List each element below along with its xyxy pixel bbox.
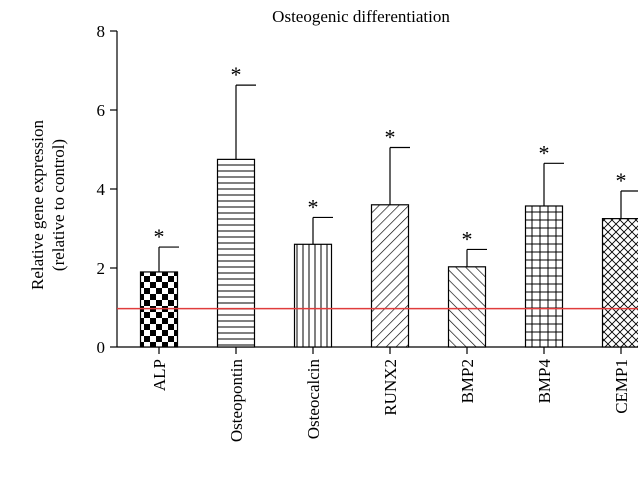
y-tick-label: 2	[97, 259, 106, 278]
significance-marker: *	[154, 224, 165, 249]
bar-osteocalcin	[293, 243, 333, 348]
significance-marker: *	[539, 140, 550, 165]
x-tick-label-alp: ALP	[150, 359, 169, 391]
x-tick-label-osteocalcin: Osteocalcin	[304, 359, 323, 440]
y-tick-label: 6	[97, 101, 106, 120]
bar-runx2	[370, 204, 410, 348]
chart-title: Osteogenic differentiation	[272, 7, 450, 26]
bar-cemp1	[601, 218, 638, 348]
plot-area: 0 2 4 6 8 * ALP * Osteopontin * Osteocalcin * RUNX2 *…	[97, 22, 638, 442]
x-tick-label-bmp2: BMP2	[458, 359, 477, 403]
y-axis-label-line-1: Relative gene expression	[28, 120, 47, 290]
significance-marker: *	[385, 125, 396, 150]
x-tick-label-bmp4: BMP4	[535, 359, 554, 404]
y-tick-label: 8	[97, 22, 106, 41]
bar-alp	[139, 271, 179, 348]
y-axis-label-line-2: (relative to control)	[49, 139, 68, 271]
bar-bmp2	[447, 266, 487, 348]
significance-marker: *	[308, 194, 319, 219]
x-tick-label-cemp1: CEMP1	[612, 359, 631, 414]
x-tick-label-osteopontin: Osteopontin	[227, 359, 246, 443]
y-tick-label: 4	[97, 180, 106, 199]
bar-osteopontin	[216, 158, 256, 348]
y-axis-label: Relative gene expression (relative to co…	[28, 120, 68, 290]
bar-bmp4	[524, 205, 564, 348]
significance-marker: *	[462, 226, 473, 251]
y-tick-label: 0	[97, 338, 106, 357]
significance-marker: *	[231, 62, 242, 87]
significance-marker: *	[616, 168, 627, 193]
x-tick-label-runx2: RUNX2	[381, 359, 400, 416]
